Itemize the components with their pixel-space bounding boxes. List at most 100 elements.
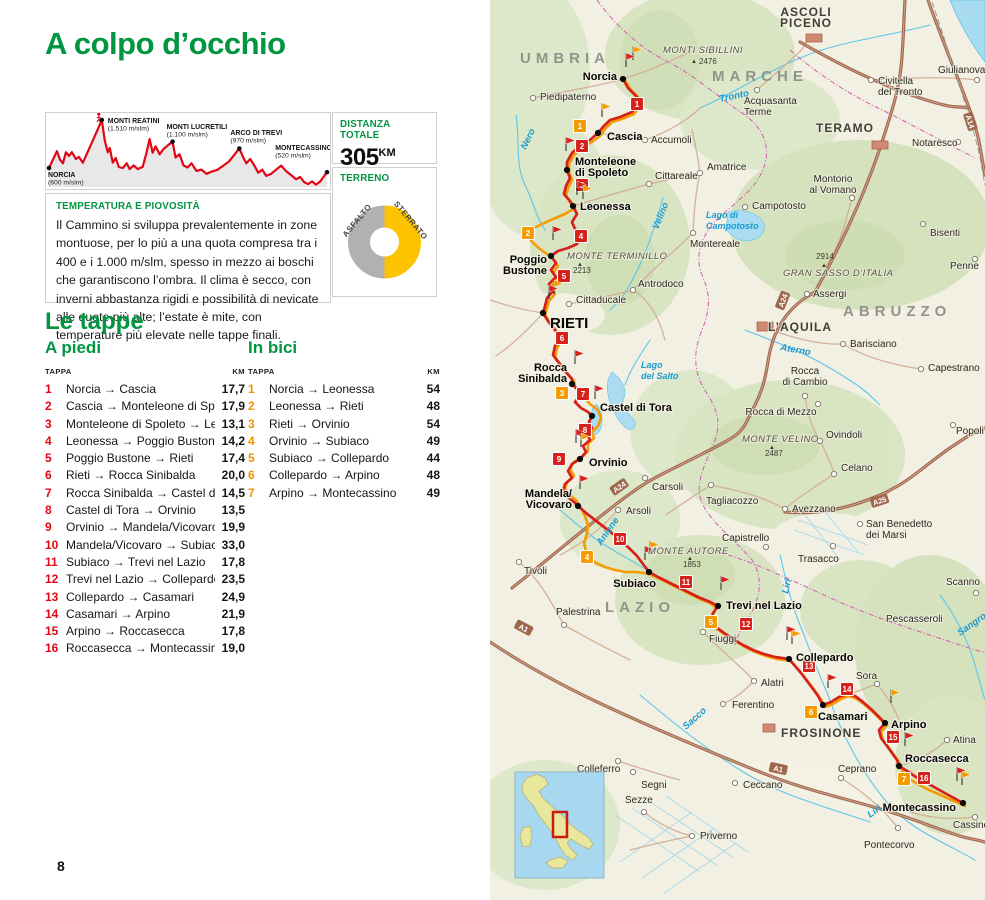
cycling-stages-table: In bici TAPPA KM 1 Norcia → Leonessa 54 2 Le… <box>248 338 440 502</box>
stage-number: 5 <box>45 451 52 466</box>
map-label: Campotosto <box>752 201 806 212</box>
frosinone-block <box>762 723 776 733</box>
town-marker <box>971 813 979 821</box>
svg-text:5: 5 <box>562 272 567 281</box>
svg-text:3: 3 <box>560 389 565 398</box>
svg-text:7: 7 <box>902 775 907 784</box>
stage-km: 21,9 <box>221 606 245 621</box>
map-label: Capistrello <box>722 533 770 544</box>
lago-di-campotosto <box>725 210 765 241</box>
map-label: Arpino <box>891 719 927 731</box>
town-marker <box>803 290 811 298</box>
stage-number: 3 <box>248 416 255 431</box>
map-label: MONTE AUTORE <box>648 546 729 557</box>
stage-route: Norcia → Leonessa <box>269 382 375 396</box>
map-label: Montecassino <box>883 802 957 814</box>
map-label: Casamari <box>818 711 868 723</box>
town-marker <box>629 768 637 776</box>
map-label: MONTE TERMINILLO <box>567 251 668 262</box>
stages-title: Le tappe <box>45 308 144 335</box>
map-label: Popoli <box>956 426 984 437</box>
profile-peak-dot <box>324 169 330 175</box>
town-marker <box>731 779 739 787</box>
stage-flag <box>827 673 838 688</box>
map-label: L’AQUILA <box>768 320 832 334</box>
map-label: Alatri <box>761 678 784 689</box>
svg-text:6: 6 <box>560 334 565 343</box>
terrain-label: TERRENO <box>340 173 390 184</box>
route-city-dot <box>588 412 596 420</box>
route-city-dot <box>569 202 577 210</box>
svg-text:2: 2 <box>580 142 585 151</box>
svg-text:A14: A14 <box>964 114 977 131</box>
map-label: Roccasecca <box>905 753 969 765</box>
town-marker <box>839 340 847 348</box>
town-marker <box>917 365 925 373</box>
stage-number: 4 <box>248 433 255 448</box>
map-label: Rocca di Cambio <box>782 366 827 388</box>
town-marker <box>750 677 758 685</box>
town-marker <box>641 136 649 144</box>
stage-flag <box>625 52 636 67</box>
stage-number: 13 <box>45 589 59 604</box>
profile-peak-name: MONTECASSINO <box>275 145 330 152</box>
labels-layer: UMBRIA MARCHE ABRUZZO LAZIO ASCOLI PICENO TERA… <box>502 4 985 852</box>
stage-flag <box>644 545 655 560</box>
walking-rows: 1 Norcia → Cascia 17,7 2 Cascia → Monteleone… <box>45 381 245 658</box>
stage-flag <box>904 731 915 746</box>
stage-badge-walking: 10 <box>612 531 628 547</box>
map-label: Pescasseroli <box>886 614 943 625</box>
town-marker <box>614 506 622 514</box>
town-marker <box>943 736 951 744</box>
stage-badge-cycling: 4 <box>579 549 595 565</box>
stage-number: 2 <box>45 399 52 414</box>
map-label: Penne <box>950 261 979 272</box>
svg-text:6: 6 <box>809 708 814 717</box>
stage-flag <box>791 629 802 644</box>
town-marker <box>762 543 770 551</box>
stage-route: Leonessa → Poggio Bustone <box>66 433 215 448</box>
stage-row: 13 Collepardo → Casamari 24,9 <box>45 589 245 606</box>
cycling-table-header: TAPPA KM <box>248 367 440 376</box>
map-label: Lago di Campotosto <box>706 210 759 231</box>
distance-value-row: 305KM <box>340 144 429 172</box>
profile-peak-elevation: (1.510 m/slm) <box>108 125 149 132</box>
map-label: Poggio Bustone <box>503 254 547 277</box>
terrain-slice-sterrato <box>383 205 421 279</box>
map-label: Segni <box>641 780 667 791</box>
town-marker <box>641 474 649 482</box>
stage-flag <box>574 349 585 364</box>
stage-flag <box>632 45 643 60</box>
stage-row: 7 Arpino → Montecassino 49 <box>248 485 440 502</box>
map-label: Acquasanta Terme <box>744 96 797 118</box>
left-column: A colpo d’occhio NORCIA (600 m/slm) MONTI … <box>0 0 490 900</box>
map-label: Scanno <box>946 577 980 588</box>
motorway-label: A25 <box>869 493 890 508</box>
stage-route: Rieti → Rocca Sinibalda <box>66 468 196 483</box>
stage-route: Orvinio → Mandela/Vicovaro <box>66 520 215 535</box>
svg-text:5: 5 <box>709 618 714 627</box>
map-label: MONTI SIBILLINI <box>663 45 743 56</box>
profile-peak-dot <box>46 165 52 171</box>
stage-flag <box>565 136 576 151</box>
stage-km: 19,0 <box>221 641 245 656</box>
map-label: Tagliacozzo <box>706 496 759 507</box>
profile-peak-elevation: (520 m/slm) <box>275 152 311 159</box>
stage-row: 1 Norcia → Leonessa 54 <box>248 381 440 398</box>
map-label: Monteleone di Spoleto <box>575 156 636 179</box>
climate-text: Il Cammino si sviluppa prevalentemente i… <box>56 218 319 343</box>
stage-flag <box>576 180 587 195</box>
stage-route: Collepardo → Arpino <box>269 468 380 483</box>
page-number: 8 <box>57 858 65 874</box>
route-city-dot <box>594 129 602 137</box>
map-label: MONTE VELINO <box>742 434 819 445</box>
teramo-block <box>871 140 889 150</box>
stage-row: 3 Monteleone di Spoleto → Leonessa 13,1 <box>45 416 245 433</box>
stage-badge-walking: 2 <box>574 138 590 154</box>
cycling-title: In bici <box>248 338 298 357</box>
town-marker <box>529 94 537 102</box>
stage-badge-walking: 16 <box>916 770 932 786</box>
stage-badge-cycling: 6 <box>803 704 819 720</box>
map-label: 2487 <box>765 449 783 458</box>
